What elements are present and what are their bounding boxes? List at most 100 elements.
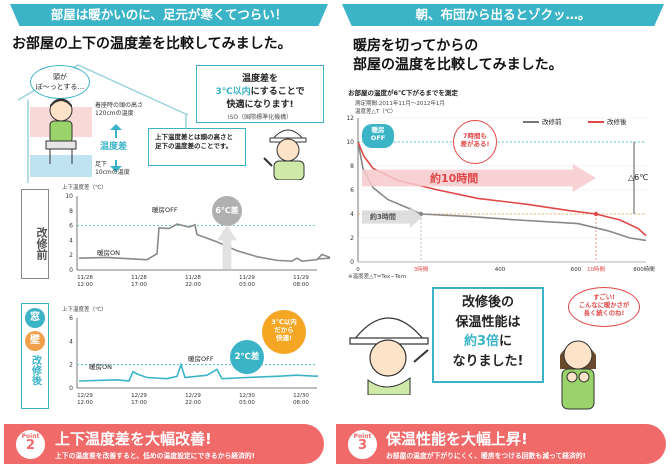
chart2-xtick-time: 03:00 bbox=[239, 400, 255, 406]
chart1-badge-text: 6℃差 bbox=[215, 206, 239, 215]
chart2-window-badge: 窓 bbox=[25, 308, 45, 328]
chart2-xtick-time: 12:00 bbox=[77, 400, 93, 406]
chart2-xtick-date: 12/29 bbox=[77, 393, 93, 399]
chart2-ylabel: 上下温度差（℃） bbox=[62, 307, 107, 313]
right-heading-1: 暖房を切ってからの bbox=[353, 38, 479, 54]
chart1-xtick-date: 11/29 bbox=[239, 275, 255, 281]
chart2-xtick-time: 08:00 bbox=[293, 400, 309, 406]
right-chart-before-line bbox=[357, 141, 647, 242]
chart2-xtick-date: 12/29 bbox=[131, 393, 147, 399]
chart2-wall-badge: 壁 bbox=[25, 331, 45, 351]
right-chart-xtick-label: 3時間 bbox=[414, 265, 429, 273]
right-point-bar bbox=[336, 424, 666, 464]
chart2-xtick-date: 12/29 bbox=[185, 393, 201, 399]
chart1-xtick-time: 17:00 bbox=[131, 282, 147, 288]
chart2-wall-text: 壁 bbox=[30, 335, 40, 346]
center-text-1: 改修後の bbox=[461, 295, 514, 310]
chart2-ytick-label: 2 bbox=[69, 362, 73, 369]
right-chart-ytick-label: 6 bbox=[350, 187, 354, 194]
left-point-num: 2 bbox=[25, 438, 36, 453]
right-woman-icon bbox=[560, 340, 596, 410]
right-chart-xtick-label: 10時間 bbox=[587, 265, 605, 273]
chart1-xtick-time: 08:00 bbox=[293, 282, 309, 288]
chart2-badge-text: 2℃差 bbox=[234, 352, 260, 362]
chart2-bubble: 3℃以内 だから 快適! bbox=[262, 310, 306, 354]
left-bottom-sub: 上下の温度差を改善すると、低めの温度設定にできるから経済的! bbox=[55, 452, 255, 460]
left-heading: お部屋の上下の温度差を比較してみました。 bbox=[12, 36, 292, 52]
chart1-xtick-date: 11/29 bbox=[293, 275, 309, 281]
callout-line3: 快適になります! bbox=[226, 100, 294, 110]
chart1-xtick-date: 11/28 bbox=[185, 275, 201, 281]
chart1-heater-off: 暖房OFF bbox=[152, 206, 178, 214]
chart1-plot: 024681011/2812:0011/2817:0011/2822:0011/… bbox=[65, 193, 330, 288]
chart1-ytick-label: 10 bbox=[65, 193, 73, 200]
chart1-xtick-date: 11/28 bbox=[77, 275, 93, 281]
chart1-xtick-time: 12:00 bbox=[77, 282, 93, 288]
right-chart-xtick-label: 600 bbox=[571, 267, 582, 273]
right-chart-ytick-label: 8 bbox=[350, 163, 354, 170]
worker-man-icon bbox=[263, 129, 307, 180]
callout-line2: にすることで bbox=[250, 87, 305, 97]
temp-diff-arrow-icon bbox=[110, 124, 122, 172]
right-arrow-short-label: 約3時間 bbox=[370, 213, 396, 221]
chart2-xtick-date: 12/30 bbox=[293, 393, 309, 399]
left-banner: 部屋は暖かいのに、足元が寒くてつらい！ bbox=[10, 4, 328, 26]
left-point-bar bbox=[4, 424, 324, 464]
right-bubble: 7時間も 差がある! bbox=[453, 120, 497, 164]
temp-diff-label: 温度差 bbox=[100, 142, 128, 152]
chart2-side-bottom: 改修後 bbox=[29, 355, 42, 385]
right-chart-ytick-label: 12 bbox=[346, 115, 354, 122]
chart2-heater-off: 暖房OFF bbox=[188, 355, 214, 363]
chart1-heater-on: 暖房ON bbox=[97, 249, 120, 257]
seated-woman-icon bbox=[45, 98, 77, 164]
legend-after: 改修後 bbox=[588, 116, 627, 126]
foot-label: 足下 10cmの温度 bbox=[95, 161, 130, 176]
right-bottom-sub: お部屋の温度が下がりにくく、暖房をつける回数も減って経済的! bbox=[386, 452, 586, 460]
center-text-2: 保温性能は bbox=[455, 314, 521, 330]
head-bubble: 頭が ぼ〜っとする… bbox=[30, 65, 90, 99]
right-arrow-short bbox=[362, 206, 422, 228]
right-chart-ytick-label: 2 bbox=[350, 235, 354, 242]
callout-box: 温度差を 3℃以内にすることで 快適になります! ISO（国際標準化機構） bbox=[196, 65, 324, 123]
right-chart-ytick-label: 4 bbox=[350, 211, 354, 218]
right-heater-off-badge: 暖房 OFF bbox=[362, 124, 394, 148]
right-point-label: Point bbox=[353, 433, 372, 440]
woman-bubble: すごい! こんなに暖かさが 長く続くのね! bbox=[568, 287, 640, 327]
chart1-ytick-label: 0 bbox=[69, 267, 73, 274]
left-bottom-title: 上下温度差を大幅改善! bbox=[55, 430, 212, 448]
legend-after-text: 改修後 bbox=[607, 118, 627, 126]
legend-before-swatch bbox=[523, 121, 539, 123]
callout-title: 温度差を bbox=[241, 74, 278, 84]
chart2-badge: 2℃差 bbox=[230, 340, 264, 374]
center-text-4: なりました! bbox=[452, 353, 524, 369]
chart1-ylabel: 上下温度差（℃） bbox=[62, 185, 107, 191]
chart2-ytick-label: 4 bbox=[69, 338, 73, 345]
chart2-xtick-time: 17:00 bbox=[131, 400, 147, 406]
chart1-badge: 6℃差 bbox=[212, 196, 242, 226]
chart2-side-label: 窓 壁 改修後 bbox=[21, 303, 49, 409]
right-heading-2: 部屋の温度を比較してみました。 bbox=[353, 57, 563, 73]
chart2-xtick-date: 12/30 bbox=[239, 393, 255, 399]
chart1-side-label-text: 改修前 bbox=[35, 226, 48, 260]
chart2-side-bottom-text: 改修後 bbox=[29, 355, 41, 385]
chart2-ytick-label: 6 bbox=[69, 315, 73, 322]
center-text-3: 約3倍 bbox=[463, 334, 500, 349]
chart1-xtick-time: 22:00 bbox=[185, 282, 201, 288]
chart2-xtick-time: 22:00 bbox=[185, 400, 201, 406]
right-chart-xtick-label: 400 bbox=[495, 267, 506, 273]
right-chart-xtick-label: 0 bbox=[356, 267, 360, 273]
right-worker-icon bbox=[349, 317, 429, 395]
chart2-ytick-label: 0 bbox=[69, 385, 73, 392]
right-chart-title: お部屋の温度が6℃下がるまでを測定 bbox=[348, 89, 458, 97]
right-chart-period: 測定期間:2011年11月〜2012年1月 bbox=[355, 101, 445, 107]
chart1-series-line bbox=[78, 223, 330, 262]
chart2-plot: 024612/2912:0012/2917:0012/2922:0012/300… bbox=[69, 315, 318, 406]
legend-before: 改修前 bbox=[523, 116, 562, 126]
callout-highlight: 3℃以内 bbox=[215, 87, 251, 97]
right-banner: 朝、布団から出るとゾクッ…。 bbox=[342, 4, 664, 26]
head-height-label: 着座時の頭の高さ 120cmの温度 bbox=[95, 102, 144, 117]
note-text: 上下温度差とは頭の高さと足下の温度差のことです。 bbox=[155, 133, 233, 150]
right-bottom-title: 保温性能を大幅上昇! bbox=[386, 430, 528, 448]
right-delta-label: △6℃ bbox=[628, 173, 649, 182]
left-point-label: Point bbox=[21, 433, 40, 440]
